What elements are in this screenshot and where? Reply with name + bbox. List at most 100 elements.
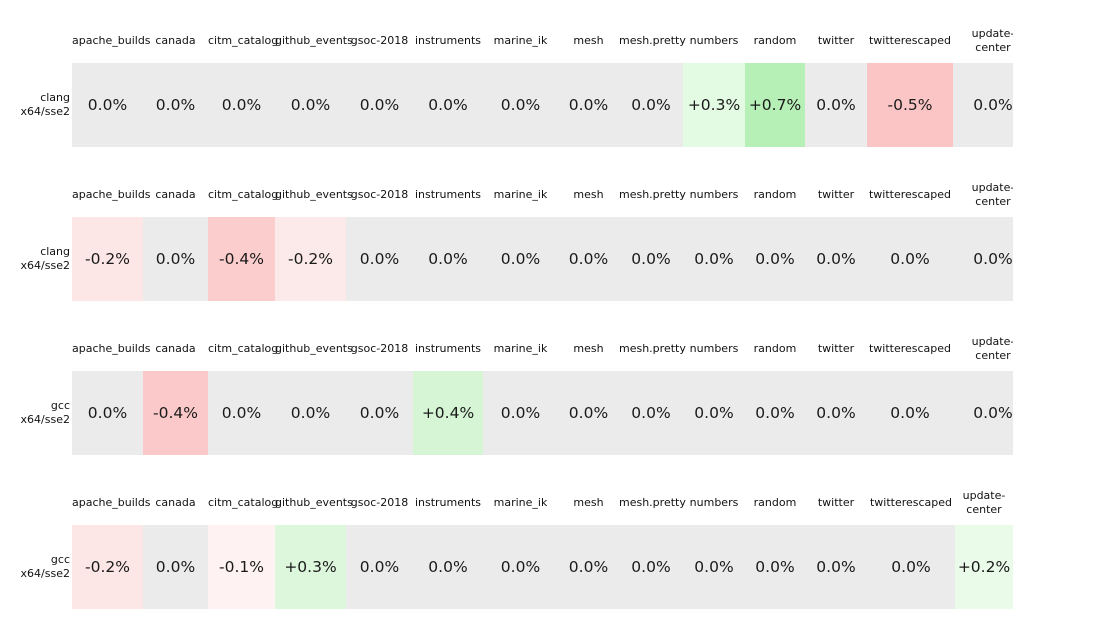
column-header-twitter: twitter [817,342,855,356]
heatmap-cell: 0.0% [143,63,208,147]
heatmap-cell: 0.0% [867,217,953,301]
column-header-instruments: instruments [414,188,482,202]
column-header-random: random [753,342,797,356]
heatmap-cell: +0.7% [745,63,805,147]
heatmap-cell: 0.0% [745,371,805,455]
column-header-update-center: update- center [962,490,1006,516]
heatmap-cell: 0.0% [483,217,558,301]
column-header-apache-builds: apache_builds [72,188,151,202]
heatmap-cell: 0.0% [346,371,413,455]
column-header-github-events: github_events [275,342,353,356]
heatmap-cell: 0.0% [619,371,683,455]
column-header-numbers: numbers [689,496,739,510]
heatmap-cell: -0.5% [867,63,953,147]
heatmap-cell: 0.0% [346,525,413,609]
heatmap-cell: 0.0% [953,217,1013,301]
heatmap-grid: apache_builds canada citm_catalog github_ev… [72,336,1013,455]
column-header-twitterescaped: twitterescaped [868,188,952,202]
column-header-citm-catalog: citm_catalog [208,34,279,48]
column-header-twitterescaped: twitterescaped [868,342,952,356]
column-header-update-center: update- center [971,182,1013,208]
heatmap-cell: 0.0% [619,525,683,609]
column-headers: apache_builds canada citm_catalog github_ev… [72,336,1013,362]
column-header-citm-catalog: citm_catalog [208,188,279,202]
column-header-update-center: update- center [971,28,1013,54]
heatmap-cell: 0.0% [683,371,745,455]
column-header-canada: canada [155,496,196,510]
heatmap-cell: 0.0% [683,525,745,609]
heatmap-cell: 0.0% [72,371,143,455]
benchmark-section: gcc x64/sse2 apache_builds canada citm_cat… [0,490,1013,616]
column-header-marine-ik: marine_ik [493,34,548,48]
heatmap-cell: 0.0% [619,63,683,147]
heatmap-cell: 0.0% [208,63,275,147]
column-header-citm-catalog: citm_catalog [208,496,279,510]
column-header-instruments: instruments [414,496,482,510]
column-header-numbers: numbers [689,34,739,48]
row-label: gcc x64/sse2 [20,552,70,580]
heatmap-cell: 0.0% [805,63,867,147]
column-header-gsoc-2018: gsoc-2018 [350,188,409,202]
column-header-mesh: mesh [573,496,604,510]
column-header-mesh: mesh [573,34,604,48]
heatmap-cell: 0.0% [805,371,867,455]
benchmark-section: gcc x64/sse2 apache_builds canada citm_cat… [0,336,1013,462]
heatmap-cell: 0.0% [275,63,346,147]
heatmap-cell: -0.4% [208,217,275,301]
heatmap-cell: 0.0% [745,217,805,301]
column-header-mesh-pretty: mesh.pretty [619,342,686,356]
heatmap-row: 0.0% -0.4% 0.0% 0.0% 0.0% +0.4% 0.0% 0.0% 0.0% 0.… [72,371,1013,455]
heatmap-cell: 0.0% [867,525,955,609]
column-header-marine-ik: marine_ik [493,342,548,356]
column-header-mesh: mesh [573,342,604,356]
column-header-numbers: numbers [689,342,739,356]
column-headers: apache_builds canada citm_catalog github_ev… [72,182,1013,208]
column-header-twitter: twitter [817,188,855,202]
heatmap-cell: -0.2% [275,217,346,301]
column-header-citm-catalog: citm_catalog [208,342,279,356]
column-header-mesh-pretty: mesh.pretty [619,188,686,202]
heatmap-cell: 0.0% [805,525,867,609]
benchmark-section: clang x64/sse2 apache_builds canada citm_c… [0,28,1013,154]
heatmap-cell: +0.2% [955,525,1013,609]
column-headers: apache_builds canada citm_catalog github_ev… [72,28,1013,54]
column-header-gsoc-2018: gsoc-2018 [350,34,409,48]
column-header-random: random [753,496,797,510]
column-header-apache-builds: apache_builds [72,496,151,510]
heatmap-cell: 0.0% [143,217,208,301]
column-header-apache-builds: apache_builds [72,342,151,356]
row-label: clang x64/sse2 [20,244,70,272]
column-header-twitterescaped: twitterescaped [869,496,953,510]
heatmap-cell: 0.0% [483,63,558,147]
column-header-mesh-pretty: mesh.pretty [619,34,686,48]
benchmark-section: clang x64/sse2 apache_builds canada citm_c… [0,182,1013,308]
heatmap-cell: 0.0% [413,525,483,609]
column-header-gsoc-2018: gsoc-2018 [350,342,409,356]
column-header-github-events: github_events [275,496,353,510]
column-header-github-events: github_events [275,188,353,202]
heatmap-cell: 0.0% [558,217,619,301]
heatmap-cell: 0.0% [483,371,558,455]
heatmap-cell: 0.0% [275,371,346,455]
column-header-canada: canada [155,34,196,48]
heatmap-cell: 0.0% [953,371,1013,455]
column-header-marine-ik: marine_ik [493,496,548,510]
heatmap-cell: 0.0% [805,217,867,301]
heatmap-cell: +0.4% [413,371,483,455]
column-header-canada: canada [155,342,196,356]
column-header-gsoc-2018: gsoc-2018 [350,496,409,510]
column-header-random: random [753,188,797,202]
column-header-github-events: github_events [275,34,353,48]
heatmap-cell: 0.0% [953,63,1013,147]
column-header-instruments: instruments [414,342,482,356]
row-label: gcc x64/sse2 [20,398,70,426]
column-header-canada: canada [155,188,196,202]
column-header-apache-builds: apache_builds [72,34,151,48]
column-header-twitter: twitter [817,34,855,48]
heatmap-cell: 0.0% [683,217,745,301]
heatmap-cell: 0.0% [558,525,619,609]
column-header-update-center: update- center [971,336,1013,362]
heatmap-cell: 0.0% [619,217,683,301]
column-header-random: random [753,34,797,48]
column-header-twitterescaped: twitterescaped [868,34,952,48]
